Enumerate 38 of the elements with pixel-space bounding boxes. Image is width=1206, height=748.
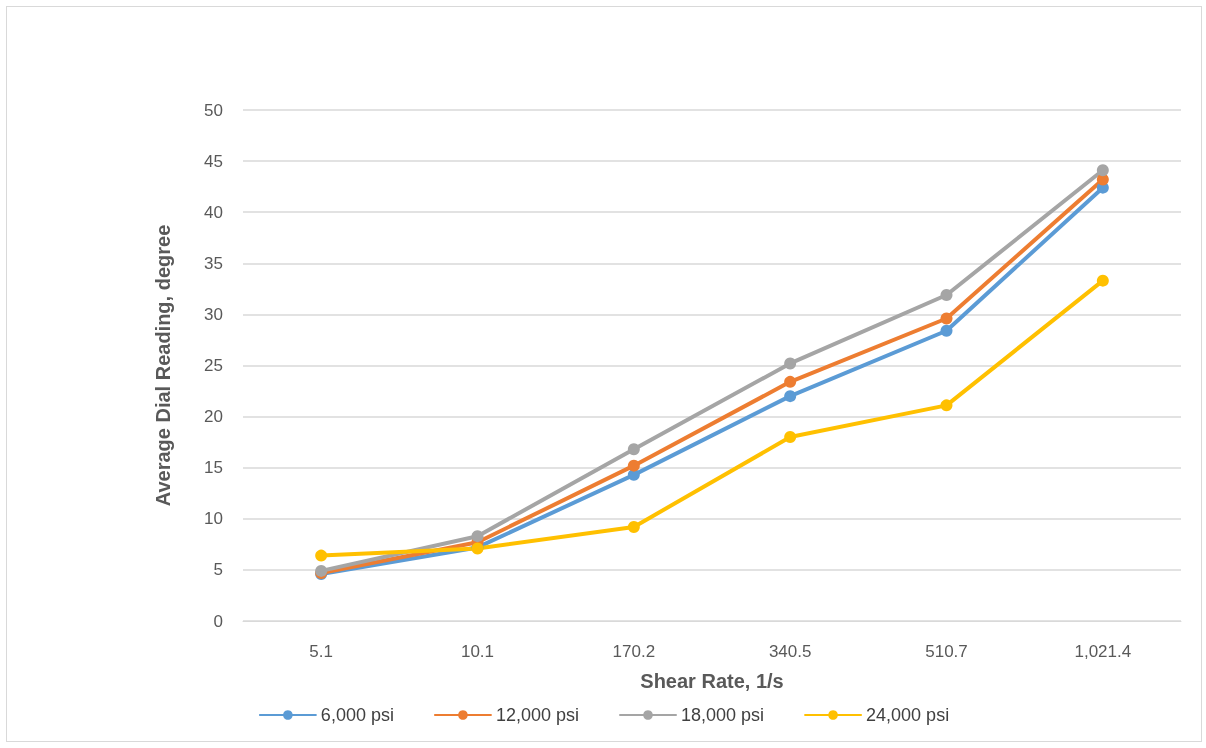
point (940, 324, 953, 337)
y-tick-label: 20 (204, 407, 223, 427)
y-tick-label: 45 (204, 151, 223, 171)
point (784, 431, 797, 444)
point (784, 375, 797, 388)
point (627, 459, 640, 472)
point (315, 549, 328, 562)
x-tick-label: 5.1 (309, 642, 333, 661)
y-tick-label: 40 (204, 202, 223, 222)
x-tick-label: 510.7 (925, 642, 968, 661)
point (1096, 274, 1109, 287)
y-tick-label: 35 (204, 253, 223, 273)
legend-label: 6,000 psi (320, 705, 394, 725)
point (940, 399, 953, 412)
legend-label: 18,000 psi (680, 705, 765, 725)
x-axis-title: Shear Rate, 1/s (640, 670, 784, 692)
point (940, 312, 953, 325)
y-tick-label: 5 (213, 560, 223, 580)
legend-label: 12,000 psi (495, 705, 580, 725)
y-tick-label: 0 (213, 611, 223, 631)
point (471, 530, 484, 543)
x-tick-label: 10.1 (460, 642, 495, 661)
point (1096, 164, 1109, 177)
legend-label: 24,000 psi (866, 705, 950, 725)
y-tick-label: 10 (204, 509, 223, 529)
point (784, 390, 797, 403)
x-tick-label: 1,021.4 (1074, 642, 1132, 661)
point (627, 443, 640, 456)
y-tick-label: 15 (204, 458, 223, 478)
x-tick-label: 170.2 (612, 642, 656, 661)
y-tick-label: 25 (204, 356, 223, 375)
y-tick-label: 30 (204, 304, 223, 324)
y-axis-title: Average Dial Reading, degree (152, 224, 174, 507)
point (784, 357, 797, 370)
point (627, 520, 640, 533)
y-tick-label: 50 (204, 100, 223, 120)
x-tick-label: 340.5 (768, 642, 812, 661)
point (940, 288, 953, 301)
